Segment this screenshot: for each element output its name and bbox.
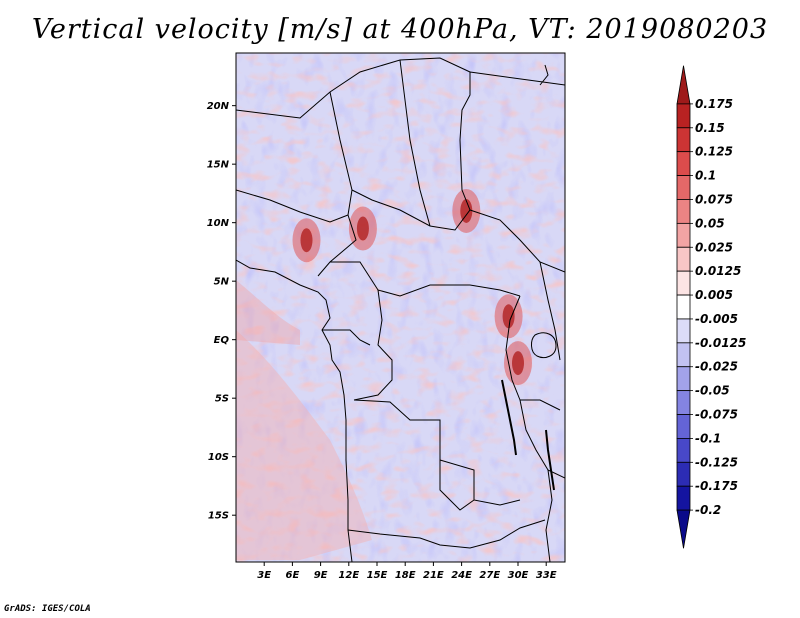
lon-tick-label: 3E <box>257 570 271 581</box>
updraft-core <box>460 198 473 223</box>
updraft-core <box>502 304 515 329</box>
colorbar-swatch <box>676 270 691 296</box>
lat-tick-label: 15S <box>208 511 229 522</box>
lon-tick-label: 27E <box>479 570 500 581</box>
colorbar-label: 0.05 <box>695 216 725 230</box>
colorbar-label: -0.1 <box>695 431 721 445</box>
colorbar-swatch <box>676 485 691 511</box>
colorbar-swatch <box>676 318 691 344</box>
lon-tick-label: 6E <box>286 570 300 581</box>
colorbar-swatch <box>676 438 691 463</box>
longitude-axis: 3E 6E 9E 12E 15E 18E 21E 24E 27E 30E 33E <box>257 562 557 581</box>
colorbar-swatch <box>676 366 691 392</box>
lon-tick-label: 21E <box>423 570 444 581</box>
colorbar-arrow-bottom <box>676 509 691 549</box>
border-chad-south <box>399 59 431 227</box>
border-east-africa <box>539 261 561 361</box>
border-tanzania <box>520 399 561 411</box>
lon-tick-label: 15E <box>367 570 388 581</box>
colorbar-swatch <box>676 414 691 439</box>
lat-tick-label: 20N <box>207 101 230 112</box>
updraft-core <box>300 228 313 253</box>
colorbar: 0.175 0.15 0.125 0.1 0.075 0.05 0.025 0.0125 0.0… <box>676 65 746 549</box>
colorbar-label: -0.025 <box>695 360 738 374</box>
lat-tick-label: 15N <box>207 160 230 171</box>
border-sahel <box>236 57 471 211</box>
colorbar-label: -0.0125 <box>695 336 746 350</box>
border-central-1 <box>351 189 565 273</box>
border-zambia <box>439 460 475 511</box>
lat-tick-label: 5N <box>214 277 230 288</box>
colorbar-label: 0.075 <box>695 192 733 206</box>
border-nigeria <box>236 189 349 223</box>
colorbar-label: -0.175 <box>695 479 738 493</box>
colorbar-arrow-top <box>676 65 691 105</box>
lake-malawi <box>545 429 555 491</box>
colorbar-label: 0.1 <box>695 169 716 183</box>
colorbar-swatch <box>676 103 691 129</box>
border-red-sea <box>539 64 549 86</box>
lake-victoria <box>531 332 557 359</box>
colorbar-label: 0.005 <box>695 288 733 302</box>
colorbar-swatch <box>676 127 691 153</box>
lon-tick-label: 9E <box>314 570 328 581</box>
lon-tick-label: 30E <box>508 570 529 581</box>
colorbar-swatch <box>676 342 691 368</box>
border-gabon <box>322 329 371 346</box>
colorbar-label: 0.0125 <box>695 264 741 278</box>
lat-tick-label: 5S <box>215 394 229 405</box>
colorbar-swatch <box>676 294 691 320</box>
colorbar-label: 0.125 <box>695 145 733 159</box>
ocean-updraft-band <box>236 330 372 560</box>
lat-tick-label: EQ <box>214 335 230 346</box>
border-congo <box>353 289 393 401</box>
lon-tick-label: 33E <box>536 570 557 581</box>
map-panel <box>236 53 565 562</box>
colorbar-label: -0.075 <box>695 408 738 422</box>
lon-tick-label: 18E <box>395 570 416 581</box>
ocean-updraft-band-2 <box>236 280 300 345</box>
colorbar-label: 0.175 <box>695 97 733 111</box>
colorbar-swatch <box>676 175 691 200</box>
lon-tick-label: 12E <box>338 570 359 581</box>
colorbar-label: 0.15 <box>695 121 725 135</box>
colorbar-swatch <box>676 151 691 176</box>
lon-tick-label: 24E <box>451 570 472 581</box>
hotspot-layer <box>292 188 532 386</box>
updraft-core <box>356 216 369 241</box>
colorbar-swatch <box>676 246 691 272</box>
colorbar-swatch <box>676 199 691 224</box>
coastline <box>236 259 353 562</box>
colorbar-label: -0.05 <box>695 384 730 398</box>
updraft-core <box>512 351 524 376</box>
border-south <box>347 519 546 549</box>
colorbar-label: -0.125 <box>695 455 738 469</box>
latitude-axis: 20N 15N 10N 5N EQ 5S 10S 15S <box>207 101 236 522</box>
lat-tick-label: 10N <box>207 218 230 229</box>
border-mozambique <box>545 469 553 562</box>
border-central-2 <box>330 261 521 297</box>
colorbar-swatch <box>676 390 691 415</box>
colorbar-label: 0.025 <box>695 240 733 254</box>
colorbar-swatch <box>676 222 691 248</box>
colorbar-label: -0.2 <box>695 503 721 517</box>
colorbar-label: -0.005 <box>695 312 738 326</box>
grads-credit: GrADS: IGES/COLA <box>4 604 91 614</box>
lake-tanganyika <box>501 379 517 456</box>
map-frame <box>235 52 566 563</box>
lat-tick-label: 10S <box>208 452 229 463</box>
country-borders <box>236 57 565 562</box>
map-title: Vertical velocity [m/s] at 400hPa, VT: 2… <box>31 14 769 45</box>
border-sudan <box>469 71 565 86</box>
colorbar-swatch <box>676 461 691 487</box>
